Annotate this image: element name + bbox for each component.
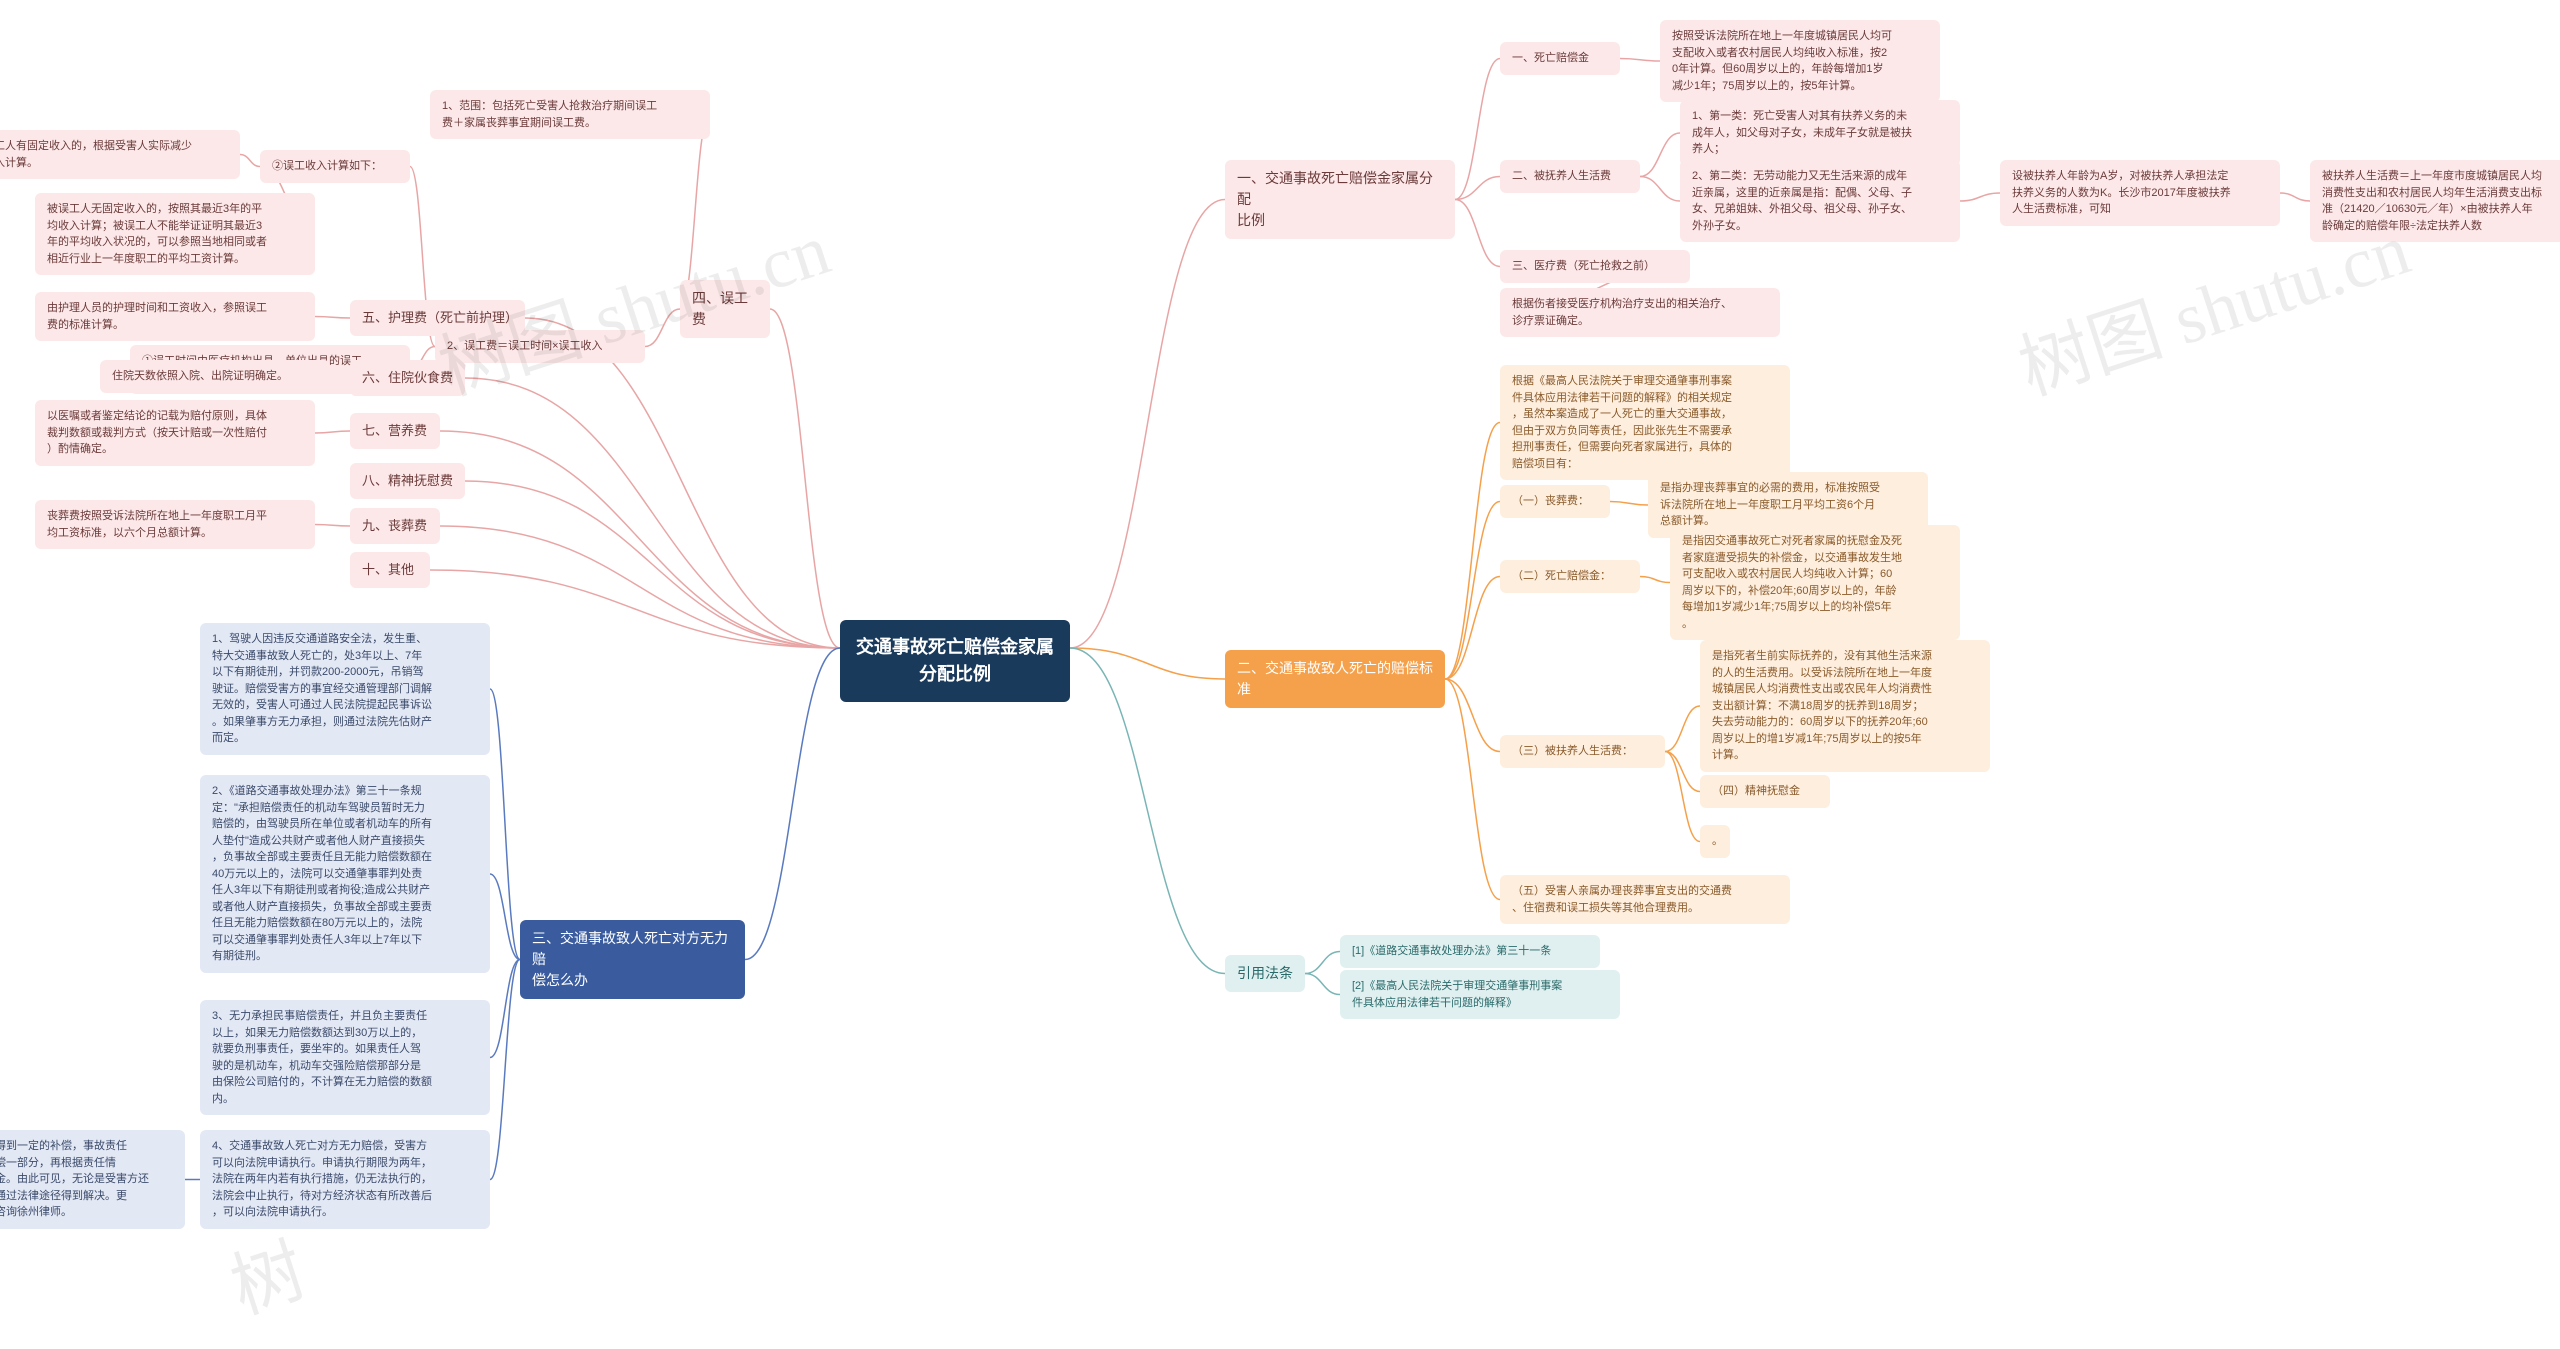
watermark: 树 [216,1211,317,1333]
mindmap-node: （二）死亡赔偿金： [1500,560,1640,593]
mindmap-node: 2、《道路交通事故处理办法》第三十一条规定："承担赔偿责任的机动车驾驶员暂时无力… [200,775,490,973]
mindmap-node: 。 [1700,825,1730,858]
mindmap-node: 3、无力承担民事赔偿责任，并且负主要责任以上，如果无力赔偿数额达到30万以上的，… [200,1000,490,1115]
mindmap-node: 被误工人有固定收入的，根据受害人实际减少的收入计算。 [0,130,240,179]
mindmap-node: 丧葬费按照受诉法院所在地上一年度职工月平均工资标准，以六个月总额计算。 [35,500,315,549]
mindmap-node: 1、第一类：死亡受害人对其有扶养义务的未成年人，如父母对子女，未成年子女就是被扶… [1680,100,1960,166]
mindmap-node: ②误工收入计算如下： [260,150,410,183]
mindmap-node: 被扶养人生活费＝上一年度市度城镇居民人均消费性支出和农村居民人均年生活消费支出标… [2310,160,2560,242]
mindmap-root: 交通事故死亡赔偿金家属分配比例 [840,620,1070,702]
mindmap-node: 三、医疗费（死亡抢救之前） [1500,250,1690,283]
mindmap-node: 1、范围：包括死亡受害人抢救治疗期间误工费＋家属丧葬事宜期间误工费。 [430,90,710,139]
mindmap-node: 二、被抚养人生活费 [1500,160,1640,193]
mindmap-node: 是指死者生前实际抚养的，没有其他生活来源的人的生活费用。以受诉法院所在地上一年度… [1700,640,1990,772]
mindmap-branch: 二、交通事故致人死亡的赔偿标准 [1225,650,1445,708]
mindmap-branch: 引用法条 [1225,955,1305,992]
mindmap-node: 被误工人无固定收入的，按照其最近3年的平均收入计算；被误工人不能举证证明其最近3… [35,193,315,275]
mindmap-branch: 六、住院伙食费 [350,360,465,396]
mindmap-node: 根据《最高人民法院关于审理交通肇事刑事案件具体应用法律若干问题的解释》的相关规定… [1500,365,1790,480]
mindmap-node: 受害方可通过法院得到一定的补偿，事故责任方可通过各种途径偿一部分，再根据责任情形… [0,1130,185,1229]
mindmap-branch: 十、其他 [350,552,430,588]
mindmap-branch: 一、交通事故死亡赔偿金家属分配比例 [1225,160,1455,239]
mindmap-branch: 五、护理费（死亡前护理） [350,300,525,336]
mindmap-node: （一）丧葬费： [1500,485,1610,518]
mindmap-node: （四）精神抚慰金 [1700,775,1830,808]
mindmap-node: （三）被扶养人生活费： [1500,735,1665,768]
mindmap-node: （五）受害人亲属办理丧葬事宜支出的交通费、住宿费和误工损失等其他合理费用。 [1500,875,1790,924]
mindmap-branch: 九、丧葬费 [350,508,440,544]
mindmap-node: 按照受诉法院所在地上一年度城镇居民人均可支配收入或者农村居民人均纯收入标准，按2… [1660,20,1940,102]
mindmap-node: 2、第二类：无劳动能力又无生活来源的成年近亲属，这里的近亲属是指：配偶、父母、子… [1680,160,1960,242]
mindmap-node: 4、交通事故致人死亡对方无力赔偿，受害方可以向法院申请执行。申请执行期限为两年，… [200,1130,490,1229]
mindmap-node: 1、驾驶人因违反交通道路安全法，发生重、特大交通事故致人死亡的，处3年以上、7年… [200,623,490,755]
mindmap-node: 设被扶养人年龄为A岁，对被扶养人承担法定扶养义务的人数为K。长沙市2017年度被… [2000,160,2280,226]
mindmap-branch: 三、交通事故致人死亡对方无力赔偿怎么办 [520,920,745,999]
mindmap-node: 由护理人员的护理时间和工资收入，参照误工费的标准计算。 [35,292,315,341]
mindmap-branch: 七、营养费 [350,413,440,449]
mindmap-node: 一、死亡赔偿金 [1500,42,1620,75]
mindmap-branch: 四、误工费 [680,280,770,338]
mindmap-node: 以医嘱或者鉴定结论的记载为赔付原则，具体裁判数额或裁判方式（按天计赔或一次性赔付… [35,400,315,466]
mindmap-node: 根据伤者接受医疗机构治疗支出的相关治疗、诊疗票证确定。 [1500,288,1780,337]
mindmap-node: 住院天数依照入院、出院证明确定。 [100,360,330,393]
mindmap-node: [1]《道路交通事故处理办法》第三十一条 [1340,935,1600,968]
mindmap-node: [2]《最高人民法院关于审理交通肇事刑事案件具体应用法律若干问题的解释》 [1340,970,1620,1019]
mindmap-node: 是指因交通事故死亡对死者家属的抚慰金及死者家庭遭受损失的补偿金，以交通事故发生地… [1670,525,1960,640]
mindmap-branch: 八、精神抚慰费 [350,463,465,499]
